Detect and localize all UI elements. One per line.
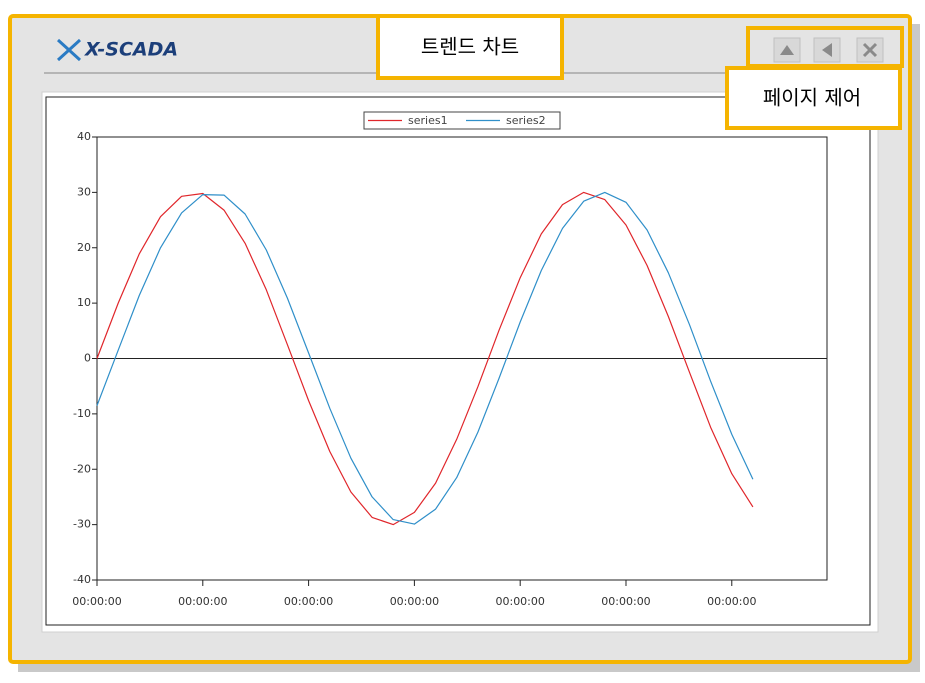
back-button[interactable] (813, 37, 841, 63)
x-tick-label: 00:00:00 (284, 595, 333, 608)
y-tick-label: -20 (73, 462, 91, 475)
legend (363, 111, 561, 130)
series-line (96, 191, 754, 526)
logo: X-SCADA (84, 39, 178, 61)
y-tick-label: 0 (84, 352, 91, 365)
y-tick-label: -10 (73, 407, 91, 420)
logo-icon (56, 38, 82, 62)
y-tick-label: -30 (73, 518, 91, 531)
up-button[interactable] (773, 37, 801, 63)
legend-label: series2 (506, 114, 546, 127)
y-tick-label: -40 (73, 573, 91, 586)
x-tick-label: 00:00:00 (601, 595, 650, 608)
plot: -40 -30 -20 -10 0 10 20 30 40 00:00:00 00:00:00 00:… (72, 114, 827, 608)
control-callout-text: 페이지 제어 (763, 86, 861, 110)
x-tick-label: 00:00:00 (390, 595, 439, 608)
legend-label: series1 (408, 114, 448, 127)
y-tick-label: 30 (77, 185, 91, 198)
series-line (96, 191, 754, 525)
x-tick-label: 00:00:00 (178, 595, 227, 608)
x-tick-label: 00:00:00 (707, 595, 756, 608)
control-callout (725, 66, 902, 130)
y-tick-label: 20 (77, 241, 91, 254)
title-callout (376, 14, 564, 80)
x-tick-label: 00:00:00 (72, 595, 121, 608)
close-button[interactable] (856, 37, 884, 63)
chart-frame (45, 96, 871, 626)
title-callout-text: 트렌드 차트 (421, 35, 519, 59)
y-tick-label: 40 (77, 130, 91, 143)
y-tick-label: 10 (77, 296, 91, 309)
x-tick-label: 00:00:00 (495, 595, 544, 608)
